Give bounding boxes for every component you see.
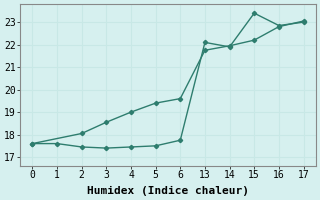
X-axis label: Humidex (Indice chaleur): Humidex (Indice chaleur) (87, 186, 249, 196)
